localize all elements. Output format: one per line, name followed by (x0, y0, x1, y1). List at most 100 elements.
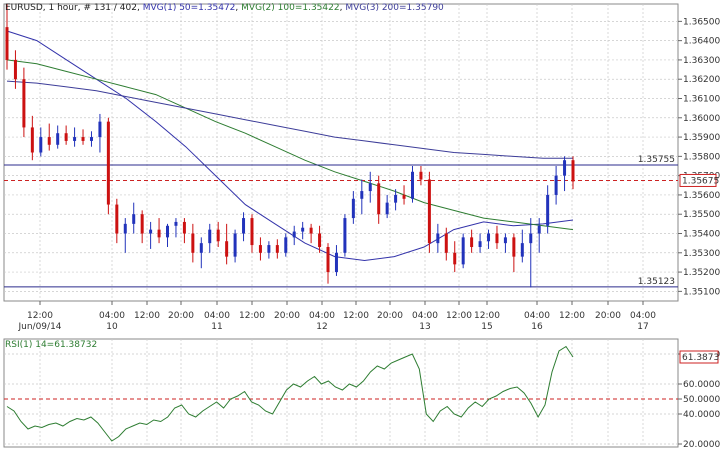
x-date-label: 16 (531, 322, 543, 332)
rsi-current-box (679, 350, 719, 364)
header-mvg3: MVG(3) 200=1.35790 (345, 3, 444, 13)
moving-averages (6, 30, 574, 262)
candle-down (13, 59, 17, 80)
candle-down (140, 214, 144, 234)
candle-down (571, 160, 575, 182)
header-sep-2: , (78, 3, 84, 13)
candle-up (334, 252, 338, 273)
candle-up (233, 233, 237, 257)
x-date-label: 11 (211, 322, 222, 332)
mvg-line-2 (6, 59, 574, 231)
candle-up (98, 121, 102, 138)
candle-up (478, 241, 482, 247)
price-panel[interactable] (3, 3, 679, 302)
candle-down (30, 127, 34, 153)
rsi-gridlines (4, 339, 678, 447)
candle-down (444, 233, 448, 253)
candle-up (436, 233, 440, 244)
price-y-axis: 1.36500 1.36400 1.36300 1.36200 1.36100 1.360… (678, 17, 720, 297)
rsi-lines: 61.38732 (4, 345, 720, 442)
x-tick-label: 12:00 (474, 311, 500, 321)
price-y-tick-label: 1.36000 (683, 114, 720, 124)
header-timeframe: 1 hour (49, 3, 79, 13)
rsi-line (6, 345, 574, 442)
x-date-label: 15 (481, 322, 492, 332)
x-tick-label: 20:00 (168, 311, 194, 321)
rsi-panel[interactable] (3, 338, 679, 448)
candle-up (208, 229, 212, 244)
candle-down (377, 183, 381, 215)
candle-down (81, 137, 85, 141)
candle-down (470, 237, 474, 247)
candle-up (56, 133, 60, 145)
price-y-tick-label: 1.35800 (683, 152, 720, 162)
candle-up (554, 175, 558, 195)
x-tick-label: 12:00 (343, 311, 369, 321)
candle-down (402, 194, 406, 199)
candle-down (427, 179, 431, 244)
candle-up (537, 225, 541, 234)
rsi-y-tick-label: 60.00000 (683, 380, 720, 390)
current-price-box (679, 173, 717, 187)
candle-up (503, 237, 507, 244)
candle-up (199, 243, 203, 253)
candle-down (216, 229, 220, 242)
candle-up (166, 225, 170, 238)
price-y-tick-label: 1.35200 (683, 268, 720, 278)
x-tick-label: 04:00 (99, 311, 125, 321)
x-tick-label: 20:00 (595, 311, 621, 321)
price-y-tick-label: 1.36400 (683, 37, 720, 47)
candle-down (512, 237, 516, 257)
x-tick-label: 04:00 (524, 311, 550, 321)
x-date-label: 12 (316, 322, 327, 332)
x-tick-label: 04:00 (309, 311, 335, 321)
rsi-y-axis: 80.0000060.0000050.0000040.0000020.00000 (678, 350, 720, 450)
rsi-current-label: 61.38732 (682, 353, 720, 363)
rsi-y-tick-label: 40.00000 (683, 410, 720, 420)
header-bar-info: # 131 / 402 (83, 3, 137, 13)
price-y-tick-label: 1.35400 (683, 230, 720, 240)
candle-down (309, 227, 313, 234)
candle-up (267, 245, 271, 253)
x-tick-label: 12:00 (239, 311, 265, 321)
candle-down (106, 121, 110, 205)
x-tick-label: 04:00 (204, 311, 230, 321)
resistance-label: 1.35755 (638, 155, 675, 165)
x-tick-label: 12:00 (446, 311, 472, 321)
candle-down (22, 79, 26, 128)
rsi-title: RSI(1) 14=61.38732 (5, 340, 97, 350)
rsi-y-tick-label: 50.00000 (683, 395, 720, 405)
candle-down (157, 229, 161, 238)
candle-up (520, 243, 524, 257)
candle-up (360, 191, 364, 199)
x-tick-label: 12:00 (134, 311, 160, 321)
candle-down (326, 247, 330, 273)
candle-down (225, 241, 229, 257)
candle-up (461, 237, 465, 265)
rsi-y-tick-label: 20.00000 (683, 440, 720, 450)
header-sep-3: , (137, 3, 143, 13)
x-tick-label: 04:00 (630, 311, 656, 321)
candle-up (343, 218, 347, 253)
x-tick-label: 20:00 (377, 311, 403, 321)
candle-down (495, 233, 499, 244)
chart-header: EURUSD, 1 hour, # 131 / 402, MVG(1) 50=1… (5, 3, 444, 13)
candle-up (132, 214, 136, 224)
candle-down (5, 27, 9, 60)
price-y-tick-label: 1.35100 (683, 287, 720, 297)
price-y-tick-label: 1.36200 (683, 75, 720, 85)
current-price-label: 1.35675 (682, 176, 719, 186)
x-date-label: 17 (637, 322, 648, 332)
price-y-tick-label: 1.36100 (683, 95, 720, 105)
candle-up (149, 229, 153, 234)
price-y-tick-label: 1.36300 (683, 56, 720, 66)
x-date-label: 13 (419, 322, 430, 332)
candle-up (546, 194, 550, 226)
candle-down (275, 245, 279, 253)
candle-up (284, 237, 288, 253)
support-label: 1.35123 (638, 277, 675, 287)
x-tick-label: 12:00 (559, 311, 585, 321)
candle-down (318, 233, 322, 247)
price-y-tick-label: 1.35900 (683, 133, 720, 143)
